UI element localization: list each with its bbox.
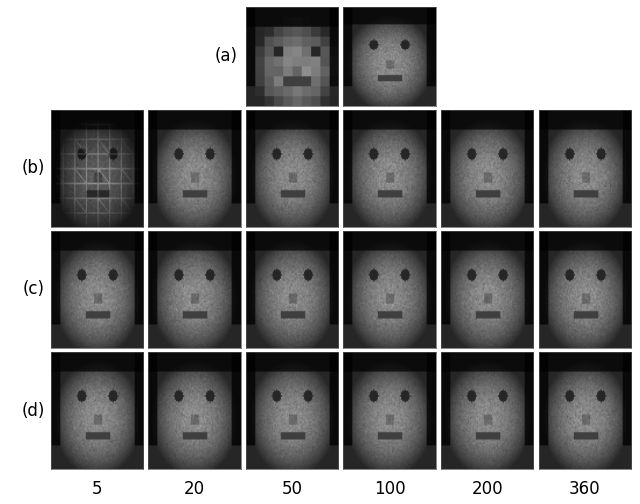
Text: (c): (c) xyxy=(23,280,45,298)
Text: (d): (d) xyxy=(21,402,45,420)
Text: 5: 5 xyxy=(92,480,102,498)
Text: 20: 20 xyxy=(184,480,205,498)
Text: 360: 360 xyxy=(569,480,600,498)
Text: 100: 100 xyxy=(374,480,405,498)
Text: (b): (b) xyxy=(21,159,45,177)
Text: 200: 200 xyxy=(472,480,503,498)
Text: 50: 50 xyxy=(282,480,303,498)
Text: (a): (a) xyxy=(215,47,238,66)
